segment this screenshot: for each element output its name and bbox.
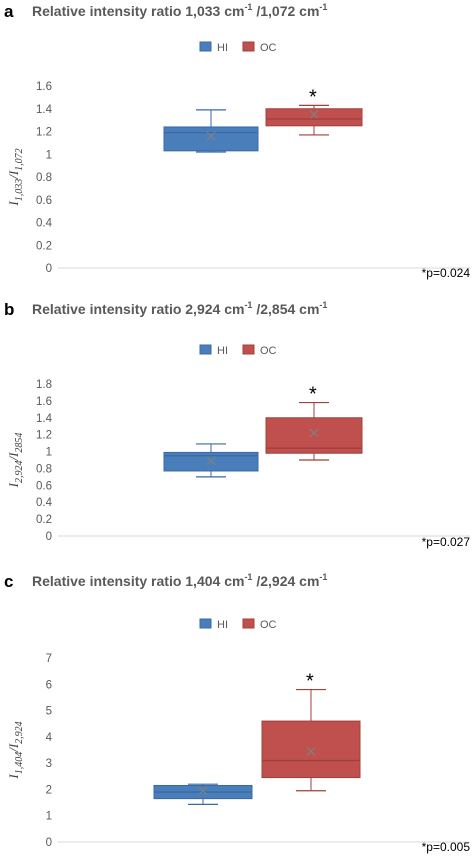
- panel-letter: a: [4, 2, 14, 21]
- y-tick-label: 1.8: [36, 379, 52, 391]
- panel-b: b Relative intensity ratio 2,924 cm-1 /2,…: [4, 300, 470, 549]
- legend-swatch-oc: [242, 344, 255, 355]
- y-axis-label: I2,924/I2854: [6, 433, 25, 489]
- panel-letter: c: [4, 572, 13, 591]
- p-value-label: *p=0.005: [422, 840, 471, 854]
- y-axis-label: I1,033/I1,072: [6, 148, 25, 206]
- box-iqr: [265, 108, 363, 127]
- box-iqr: [265, 417, 363, 454]
- y-tick-label: 1.4: [36, 104, 53, 116]
- significance-star: *: [309, 86, 317, 108]
- y-tick-label: 1: [46, 447, 52, 459]
- box-hi: [153, 783, 253, 806]
- y-tick-label: 5: [46, 706, 52, 718]
- y-tick-label: 2: [46, 784, 52, 796]
- box-iqr: [261, 720, 361, 779]
- y-tick-label: 0.4: [36, 218, 53, 230]
- legend-label-hi: HI: [217, 345, 228, 357]
- y-axis-label: I1,404/I2,924: [6, 721, 25, 779]
- y-tick-label: 0.6: [36, 195, 52, 207]
- y-tick-label: 1.6: [36, 81, 52, 93]
- panel-letter: b: [4, 300, 14, 319]
- y-tick-label: 0.6: [36, 480, 52, 492]
- significance-star: *: [306, 671, 314, 693]
- y-tick-label: 0.2: [36, 240, 52, 252]
- panel-c: c Relative intensity ratio 1,404 cm-1 /2,…: [4, 572, 470, 854]
- legend-label-oc: OC: [260, 42, 277, 54]
- legend-swatch-hi: [199, 41, 212, 52]
- y-tick-label: 1.2: [36, 127, 52, 139]
- box-iqr: [163, 126, 259, 152]
- legend-label-oc: OC: [260, 345, 277, 357]
- y-tick-label: 6: [46, 679, 52, 691]
- p-value-label: *p=0.024: [422, 266, 471, 280]
- panel-title: Relative intensity ratio 2,924 cm-1 /2,8…: [32, 300, 327, 317]
- y-tick-label: 7: [46, 653, 52, 665]
- panel-title: Relative intensity ratio 1,033 cm-1 /1,0…: [32, 2, 327, 19]
- legend-label-hi: HI: [217, 619, 228, 631]
- panel-title: Relative intensity ratio 1,404 cm-1 /2,9…: [32, 572, 327, 589]
- y-tick-label: 0.2: [36, 514, 52, 526]
- legend-swatch-hi: [199, 618, 212, 629]
- y-tick-label: 0.8: [36, 172, 52, 184]
- box-oc: [265, 401, 363, 461]
- significance-star: *: [309, 384, 317, 406]
- mean-marker: [306, 746, 316, 756]
- legend-label-oc: OC: [260, 619, 277, 631]
- legend-swatch-hi: [199, 344, 212, 355]
- y-tick-label: 3: [46, 758, 52, 770]
- box-hi: [163, 109, 259, 153]
- y-tick-label: 4: [46, 732, 53, 744]
- legend: HI OC: [199, 618, 277, 631]
- y-tick-label: 1: [46, 149, 52, 161]
- mean-marker: [198, 786, 208, 796]
- y-tick-label: 1: [46, 811, 52, 823]
- y-tick-label: 0.4: [36, 497, 53, 509]
- y-tick-label: 0.8: [36, 463, 52, 475]
- legend: HI OC: [199, 344, 277, 357]
- mean-marker: [206, 456, 216, 466]
- mean-marker: [206, 131, 216, 141]
- y-tick-label: 0: [46, 531, 52, 543]
- p-value-label: *p=0.027: [422, 535, 471, 549]
- box-hi: [163, 443, 259, 478]
- box-oc: [265, 104, 363, 136]
- y-tick-label: 1.4: [36, 413, 53, 425]
- y-tick-label: 0: [46, 263, 52, 275]
- y-tick-label: 0: [46, 837, 52, 849]
- legend-swatch-oc: [242, 41, 255, 52]
- y-tick-label: 1.2: [36, 430, 52, 442]
- legend-swatch-oc: [242, 618, 255, 629]
- legend-label-hi: HI: [217, 42, 228, 54]
- legend: HI OC: [199, 41, 277, 54]
- mean-marker: [309, 110, 319, 119]
- panel-a: a Relative intensity ratio 1,033 cm-1 /1,…: [4, 2, 470, 280]
- y-tick-label: 1.6: [36, 396, 52, 408]
- box-oc: [261, 688, 361, 792]
- mean-marker: [309, 428, 319, 438]
